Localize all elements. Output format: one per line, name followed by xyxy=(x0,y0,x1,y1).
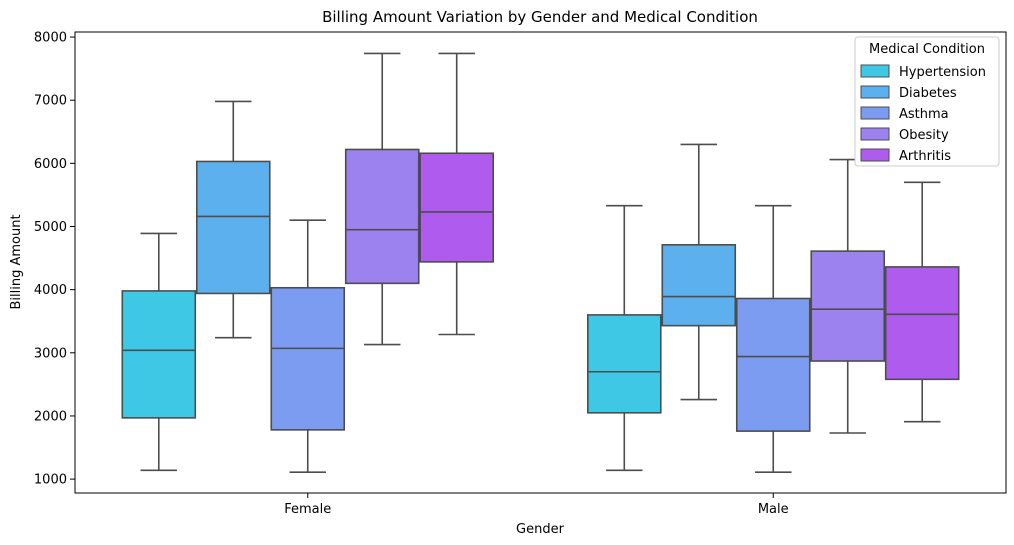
y-axis: 1000 2000 3000 4000 5000 6000 7000 8000 xyxy=(34,31,75,488)
box-diabetes-female xyxy=(195,100,271,339)
y-tick-label: 7000 xyxy=(34,94,67,109)
legend-label: Diabetes xyxy=(899,86,957,101)
legend-swatch xyxy=(860,148,890,162)
x-tick-label-male: Male xyxy=(758,502,789,517)
legend-swatch xyxy=(860,64,890,78)
legend-item-hypertension: Hypertension xyxy=(860,64,986,80)
iqr-box xyxy=(419,152,495,263)
x-tick-label-female: Female xyxy=(284,502,331,517)
iqr-box xyxy=(661,244,737,327)
legend-label: Hypertension xyxy=(899,65,986,80)
chart-title: Billing Amount Variation by Gender and M… xyxy=(322,8,758,26)
iqr-box xyxy=(344,148,420,285)
boxes-layer xyxy=(121,52,960,473)
box-arthritis-female xyxy=(419,52,495,336)
y-tick-label: 3000 xyxy=(34,346,67,361)
box-asthma-male xyxy=(735,204,811,473)
box-asthma-female xyxy=(270,219,346,473)
iqr-box xyxy=(735,297,811,432)
legend-frame xyxy=(854,36,1000,167)
box-arthritis-male xyxy=(884,181,960,423)
box-obesity-male xyxy=(810,158,886,434)
box-obesity-female xyxy=(344,52,420,346)
legend-label: Arthritis xyxy=(899,149,951,164)
legend-swatch xyxy=(860,106,890,120)
box-hypertension-male xyxy=(586,204,662,472)
legend-item-obesity: Obesity xyxy=(860,127,949,143)
iqr-box xyxy=(195,160,271,295)
legend-item-asthma: Asthma xyxy=(860,106,949,122)
iqr-box xyxy=(121,290,197,419)
x-axis-title: Gender xyxy=(516,522,565,537)
y-tick-label: 6000 xyxy=(34,157,67,172)
y-tick-label: 2000 xyxy=(34,409,67,424)
legend-title: Medical Condition xyxy=(869,42,985,57)
legend: Medical Condition Hypertension Diabetes As… xyxy=(854,36,1000,167)
legend-label: Asthma xyxy=(899,107,949,122)
legend-swatch xyxy=(860,85,890,99)
iqr-box xyxy=(884,266,960,381)
y-axis-title: Billing Amount xyxy=(9,214,24,309)
y-tick-label: 5000 xyxy=(34,220,67,235)
y-tick-label: 1000 xyxy=(34,473,67,488)
iqr-box xyxy=(586,314,662,414)
x-axis: Female Male xyxy=(284,493,789,517)
legend-item-diabetes: Diabetes xyxy=(860,85,957,101)
iqr-box xyxy=(810,250,886,362)
box-hypertension-female xyxy=(121,232,197,472)
legend-label: Obesity xyxy=(899,128,949,143)
box-diabetes-male xyxy=(661,143,737,401)
legend-swatch xyxy=(860,127,890,141)
y-tick-label: 4000 xyxy=(34,283,67,298)
y-tick-label: 8000 xyxy=(34,31,67,46)
legend-item-arthritis: Arthritis xyxy=(860,148,951,164)
plot-frame xyxy=(74,31,1007,494)
legend-items: Hypertension Diabetes Asthma Obesity Arthrit… xyxy=(860,64,986,164)
iqr-box xyxy=(270,286,346,431)
